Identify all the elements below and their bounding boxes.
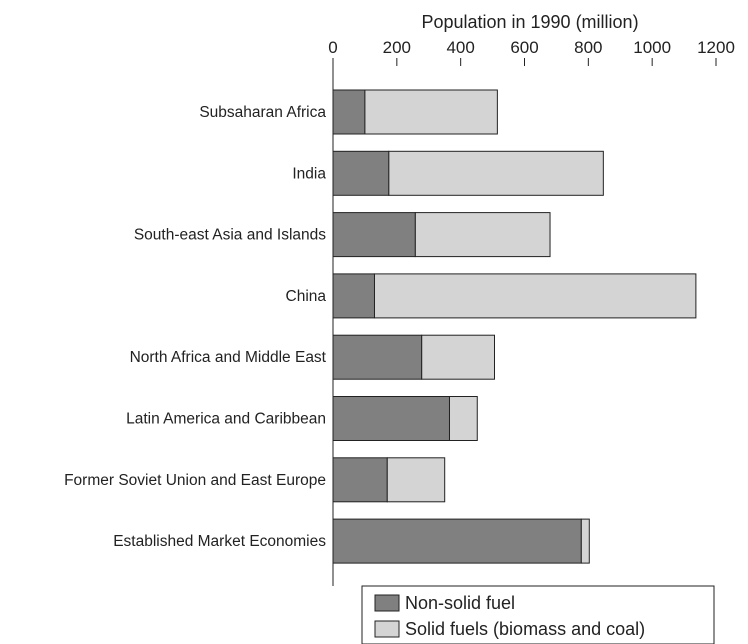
bar-south-east-asia-and-islands-solid-fuels-biomass-and-coal [414, 212, 551, 258]
bar-india-solid-fuels-biomass-and-coal [388, 150, 604, 196]
x-tick-label: 600 [510, 38, 538, 57]
category-label-china: China [286, 288, 327, 305]
x-tick-label: 0 [328, 38, 337, 57]
bar-established-market-economies-non-solid-fuel [332, 518, 582, 564]
category-label-established-market-economies: Established Market Economies [113, 533, 326, 550]
bar-former-soviet-union-and-east-europe-solid-fuels-biomass-and-coal [386, 457, 446, 503]
category-labels: Subsaharan Africa India South-east Asia an… [64, 104, 327, 550]
category-label-former-soviet-union-and-east-europe: Former Soviet Union and East Europe [64, 472, 326, 489]
bar-subsaharan-africa-solid-fuels-biomass-and-coal [364, 89, 498, 135]
bar-former-soviet-union-and-east-europe-non-solid-fuel [332, 457, 388, 503]
x-tick-label: 1000 [633, 38, 671, 57]
legend-box [361, 585, 715, 644]
legend: Non-solid fuel Solid fuels (biomass and … [361, 585, 715, 644]
bar-north-africa-and-middle-east-non-solid-fuel [332, 334, 423, 380]
bar-china-solid-fuels-biomass-and-coal [373, 273, 697, 319]
category-label-subsaharan-africa: Subsaharan Africa [199, 104, 326, 121]
x-tick-label: 400 [446, 38, 474, 57]
x-tick-label: 200 [383, 38, 411, 57]
bar-south-east-asia-and-islands-non-solid-fuel [332, 212, 416, 258]
bar-india-non-solid-fuel [332, 150, 390, 196]
category-label-north-africa-and-middle-east: North Africa and Middle East [130, 349, 327, 366]
bar-subsaharan-africa-non-solid-fuel [332, 89, 366, 135]
bar-established-market-economies-solid-fuels-biomass-and-coal [580, 518, 590, 564]
bar-north-africa-and-middle-east-solid-fuels-biomass-and-coal [421, 334, 495, 380]
legend-swatch-solid [374, 620, 400, 638]
x-axis-title: Population in 1990 (million) [421, 12, 638, 32]
category-label-india: India [292, 165, 326, 182]
bars [332, 89, 697, 564]
legend-label-solid: Solid fuels (biomass and coal) [405, 619, 645, 639]
bar-latin-america-and-caribbean-solid-fuels-biomass-and-coal [448, 396, 478, 441]
bar-china-non-solid-fuel [332, 273, 375, 319]
x-axis-ticks: 0 200 400 600 800 1000 1200 [328, 38, 735, 66]
category-label-south-east-asia-and-islands: South-east Asia and Islands [134, 227, 326, 244]
x-tick-label: 800 [574, 38, 602, 57]
category-label-latin-america-and-caribbean: Latin America and Caribbean [126, 411, 326, 428]
legend-label-non-solid: Non-solid fuel [405, 593, 515, 613]
legend-swatch-non-solid [374, 594, 400, 612]
bar-latin-america-and-caribbean-non-solid-fuel [332, 396, 450, 441]
x-tick-label: 1200 [697, 38, 735, 57]
